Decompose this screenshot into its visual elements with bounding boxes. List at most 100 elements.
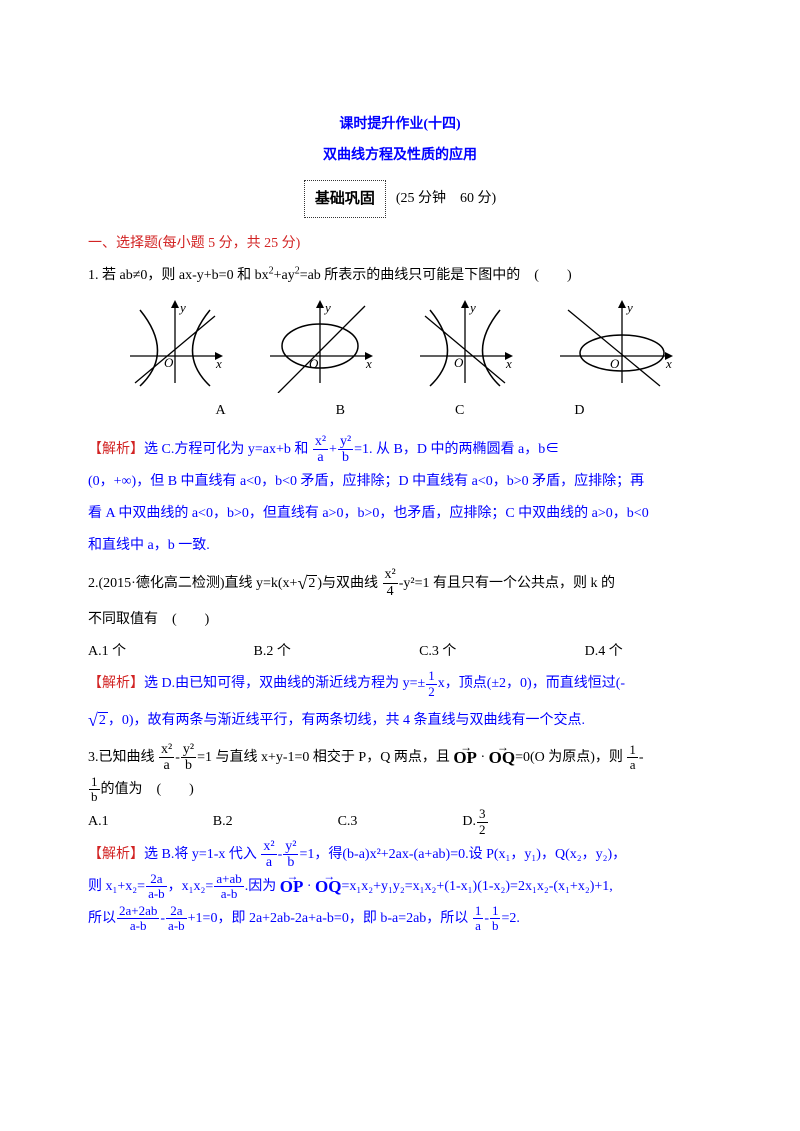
- option-d: D.32: [462, 806, 712, 838]
- svg-text:O: O: [164, 355, 174, 370]
- dot-icon: ·: [480, 750, 485, 765]
- frac-den: a: [313, 450, 328, 465]
- fig-label-c: C: [455, 395, 464, 427]
- q2-ana-b: x，顶点(±2，0)，而直线恒过(-: [438, 676, 625, 691]
- svg-text:O: O: [309, 356, 319, 371]
- title-line-1: 课时提升作业(十四): [88, 110, 712, 141]
- q3-stem-2: 1b的值为 ( ): [88, 774, 712, 806]
- svg-text:x: x: [365, 356, 372, 371]
- q3-l2b: ，x₁x₂=: [168, 879, 214, 894]
- svg-text:x: x: [505, 356, 512, 371]
- option-c: C.3: [338, 806, 463, 838]
- title-line-2: 双曲线方程及性质的应用: [88, 141, 712, 172]
- frac-num: 2a+2ab: [117, 904, 159, 919]
- q3-ana-a: 选 B.将 y=1-x 代入: [144, 847, 257, 862]
- frac-den: b: [181, 758, 196, 773]
- figure-c: y x O: [410, 298, 520, 393]
- frac-num: 1: [426, 669, 437, 684]
- frac-num: y²: [283, 839, 298, 855]
- q2-b: )与双曲线: [317, 575, 378, 590]
- q2-stem-2: 不同取值有 ( ): [88, 604, 712, 636]
- svg-text:O: O: [610, 356, 620, 371]
- document-page: 课时提升作业(十四) 双曲线方程及性质的应用 基础巩固 (25 分钟 60 分)…: [0, 0, 800, 975]
- q3-l2d: =x₁x₂+y₁y₂=x₁x₂+(1-x₁)(1-x₂)=2x₁x₂-(x₁+x…: [341, 879, 612, 894]
- svg-text:y: y: [178, 300, 186, 315]
- sqrt2: 2: [98, 712, 108, 728]
- q3-a: 3.已知曲线: [88, 750, 155, 765]
- svg-text:O: O: [454, 355, 464, 370]
- option-b: B.2: [213, 806, 338, 838]
- frac-den: a-b: [117, 919, 159, 933]
- vector-oq: →OQ: [489, 749, 515, 766]
- q3-l2a: 则 x₁+x₂=: [88, 879, 145, 894]
- q1-analysis-1: 【解析】选 C.方程可化为 y=ax+b 和 x²a+y²b=1. 从 B，D …: [88, 434, 712, 466]
- fig-label-d: D: [574, 395, 584, 427]
- dot-icon: ·: [307, 879, 312, 894]
- figure-d: y x O: [550, 298, 680, 393]
- q1-analysis-3: 看 A 中双曲线的 a<0，b>0，但直线有 a>0，b>0，也矛盾，应排除；C…: [88, 498, 712, 530]
- frac-num: y²: [181, 742, 196, 758]
- frac-num: 1: [473, 904, 484, 919]
- frac-den: b: [89, 790, 100, 804]
- analysis-label: 【解析】: [88, 442, 144, 457]
- frac-num: x²: [261, 839, 276, 855]
- frac-num: y²: [338, 434, 353, 450]
- frac-den: a: [261, 855, 276, 870]
- q3-l2c: .因为: [245, 879, 277, 894]
- q2-analysis-2: √2，0)，故有两条与渐近线平行，有两条切线，共 4 条直线与双曲线有一个交点.: [88, 700, 712, 741]
- figure-b: y x O: [260, 298, 380, 393]
- banner-time: (25 分钟 60 分): [396, 183, 496, 215]
- q1-stem-a: 1. 若 ab≠0，则 ax-y+b=0 和 bx: [88, 268, 269, 283]
- frac-den: 2: [426, 685, 437, 699]
- section-banner: 基础巩固 (25 分钟 60 分): [88, 180, 712, 219]
- q1-stem-c: =ab 所表示的曲线只可能是下图中的 ( ): [300, 268, 572, 283]
- svg-text:y: y: [323, 300, 331, 315]
- q1-analysis-2: (0，+∞)，但 B 中直线有 a<0，b<0 矛盾，应排除；D 中直线有 a<…: [88, 466, 712, 498]
- section-heading: 一、选择题(每小题 5 分，共 25 分): [88, 228, 712, 260]
- q1-figures: y x O y x O y x O: [88, 298, 712, 393]
- q2-options: A.1 个 B.2 个 C.3 个 D.4 个: [88, 636, 712, 668]
- q1-stem-b: +ay: [274, 268, 295, 283]
- frac-den: b: [338, 450, 353, 465]
- frac-num: 2a: [146, 872, 167, 887]
- option-b: B.2 个: [254, 636, 420, 668]
- frac-num: a+ab: [214, 872, 243, 887]
- q3-analysis-3: 所以2a+2aba-b-2aa-b+1=0，即 2a+2ab-2a+a-b=0，…: [88, 903, 712, 935]
- frac-den: a: [159, 758, 174, 773]
- q1-stem: 1. 若 ab≠0，则 ax-y+b=0 和 bx2+ay2=ab 所表示的曲线…: [88, 260, 712, 292]
- q3-b: =1 与直线 x+y-1=0 相交于 P，Q 两点，且: [197, 750, 450, 765]
- svg-text:x: x: [215, 356, 222, 371]
- frac-num: 1: [627, 743, 638, 758]
- q1-figure-labels: A B C D: [88, 395, 712, 427]
- frac-den: a-b: [146, 887, 167, 901]
- frac-num: x²: [383, 567, 398, 583]
- svg-text:x: x: [665, 356, 672, 371]
- q1-ana-a: 选 C.方程可化为 y=ax+b 和: [144, 442, 308, 457]
- q2-ana-a: 选 D.由已知可得，双曲线的渐近线方程为 y=±: [144, 676, 425, 691]
- frac-den: a: [473, 919, 484, 933]
- q3-analysis-1: 【解析】选 B.将 y=1-x 代入 x²a-y²b=1，得(b-a)x²+2a…: [88, 839, 712, 871]
- opt-d-text: D.: [462, 814, 476, 829]
- frac-den: a-b: [214, 887, 243, 901]
- q3-l3b: +1=0，即 2a+2ab-2a+a-b=0，即 b-a=2ab，所以: [188, 911, 469, 926]
- q2-a: 2.(2015·德化高二检测)直线 y=k(x+: [88, 575, 297, 590]
- frac-num: x²: [313, 434, 328, 450]
- frac-num: 3: [477, 807, 488, 822]
- option-c: C.3 个: [419, 636, 585, 668]
- frac-den: b: [283, 855, 298, 870]
- frac-num: 1: [490, 904, 501, 919]
- q2-c: -y²=1 有且只有一个公共点，则 k 的: [399, 575, 615, 590]
- analysis-label: 【解析】: [88, 676, 144, 691]
- q3-stem-1: 3.已知曲线 x²a-y²b=1 与直线 x+y-1=0 相交于 P，Q 两点，…: [88, 742, 712, 774]
- q3-d: 的值为 ( ): [101, 782, 194, 797]
- frac-den: a-b: [166, 919, 187, 933]
- q3-c: =0(O 为原点)，则: [515, 750, 623, 765]
- option-a: A.1 个: [88, 636, 254, 668]
- fig-label-b: B: [336, 395, 345, 427]
- option-d: D.4 个: [585, 636, 712, 668]
- option-a: A.1: [88, 806, 213, 838]
- vector-op: →OP: [280, 878, 304, 895]
- q2-stem-1: 2.(2015·德化高二检测)直线 y=k(x+√2)与双曲线 x²4-y²=1…: [88, 563, 712, 604]
- title-block: 课时提升作业(十四) 双曲线方程及性质的应用: [88, 110, 712, 172]
- q1-ana-b: =1. 从 B，D 中的两椭圆看 a，b∈: [354, 442, 559, 457]
